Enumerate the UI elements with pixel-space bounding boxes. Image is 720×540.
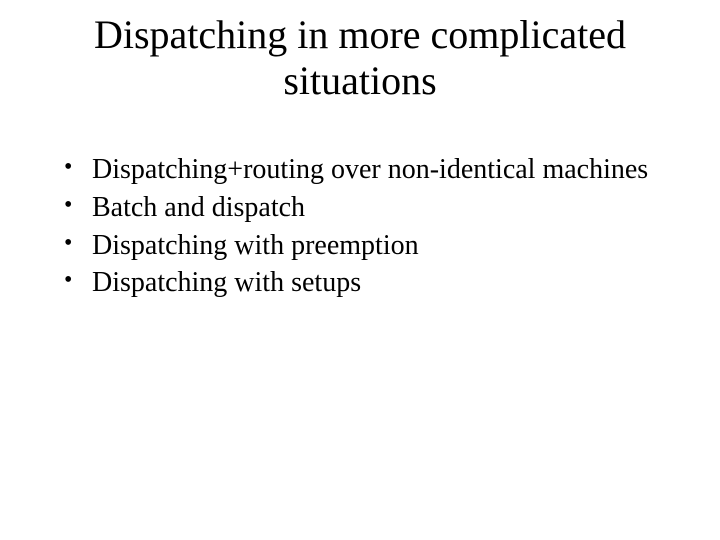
list-item: Dispatching with setups (64, 265, 700, 301)
list-item: Dispatching with preemption (64, 228, 700, 264)
list-item: Batch and dispatch (64, 190, 700, 226)
slide-title: Dispatching in more complicated situatio… (20, 12, 700, 104)
list-item: Dispatching+routing over non-identical m… (64, 152, 700, 188)
bullet-list: Dispatching+routing over non-identical m… (20, 152, 700, 301)
